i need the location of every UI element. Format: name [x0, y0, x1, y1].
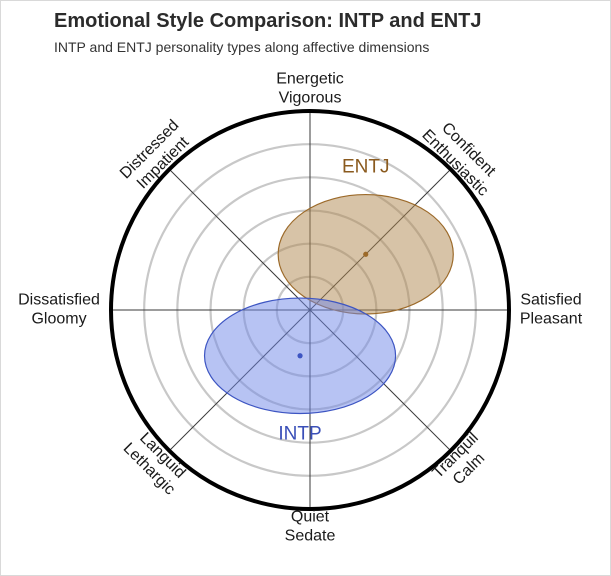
- axis-label-right: Satisfied Pleasant: [520, 292, 583, 328]
- axis-label-line: Sedate: [285, 528, 336, 545]
- axis-label-line: Dissatisfied: [18, 292, 100, 309]
- axis-label-line: Satisfied: [520, 292, 581, 309]
- axis-label-line: Quiet: [291, 509, 330, 526]
- outer-circle: [109, 109, 511, 511]
- axis-line: [168, 168, 311, 311]
- axis-label-top: Energetic Vigorous: [276, 71, 344, 107]
- axis-label-left: Dissatisfied Gloomy: [18, 292, 100, 328]
- entj-label: ENTJ: [342, 157, 390, 178]
- axis-label-line: Vigorous: [279, 90, 342, 107]
- intp-label: INTP: [278, 423, 321, 444]
- axis-label-line: Pleasant: [520, 311, 583, 328]
- axis-label-bottom: Quiet Sedate: [285, 509, 336, 545]
- axis-label-line: Gloomy: [31, 311, 86, 328]
- chart-subtitle: INTP and ENTJ personality types along af…: [54, 39, 430, 55]
- intp-center-point: [297, 353, 303, 359]
- chart-title: Emotional Style Comparison: INTP and ENT…: [54, 10, 482, 32]
- entj-center-point: [363, 251, 369, 257]
- axis-label-line: Energetic: [276, 71, 344, 88]
